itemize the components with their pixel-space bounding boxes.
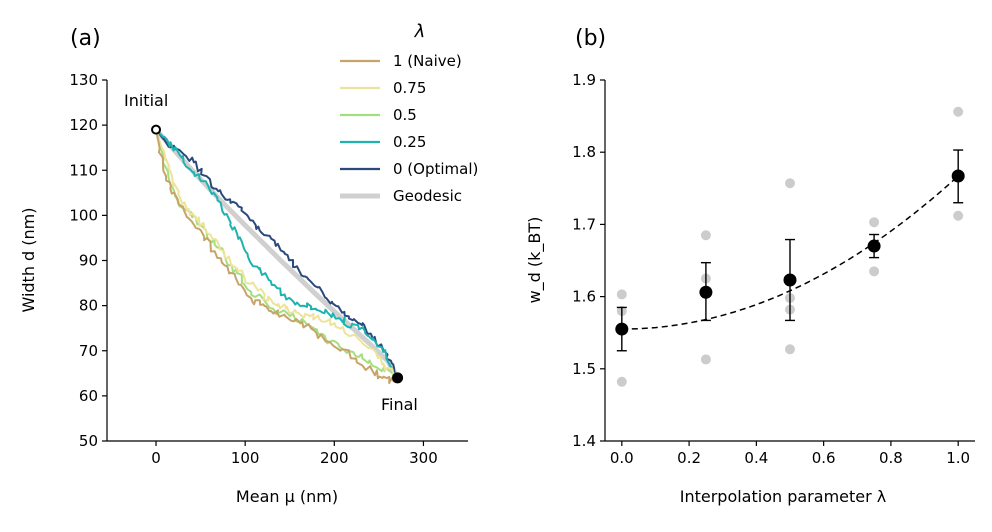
y-tick-label: 1.5 [572,360,596,378]
y-tick-label: 110 [69,161,98,179]
y-tick-label: 80 [79,297,98,315]
sample-point [616,376,627,387]
y-tick-label: 1.4 [572,432,596,450]
x-tick-label: 0.4 [744,449,768,467]
panel-a-ylabel: Width d (nm) [19,207,38,312]
y-tick-label: 130 [69,71,98,89]
y-tick-label: 1.9 [572,71,596,89]
sample-point [700,230,711,241]
mean-point [699,285,713,299]
sample-point [785,344,795,355]
x-tick-label: 0.0 [610,449,634,467]
y-tick-label: 120 [69,116,98,134]
sample-point [869,217,880,228]
series-line-0-5 [155,128,399,381]
final-point [392,372,404,384]
final-annotation: Final [381,395,418,414]
x-tick-label: 100 [231,449,260,467]
series-line-0-optimal- [155,128,399,379]
legend-label: 0.25 [393,133,426,151]
sample-point [616,289,627,300]
panel-a-chart: 0 100 200 300 50 60 70 80 90 100 110 120 130 Initial… [19,71,468,506]
series-line-geodesic [153,127,401,381]
legend: λ 1 (Naive) 0.75 0.5 0.25 0 (Optimal) Geodesi… [340,21,478,205]
y-tick-label: 1.6 [572,288,596,306]
sample-point [953,210,964,221]
series-line-0-25 [155,128,399,379]
series-line-1-naive- [155,128,399,385]
y-tick-label: 60 [79,387,98,405]
legend-label: 1 (Naive) [393,52,462,70]
legend-label: 0.75 [393,79,426,97]
sample-point [700,354,711,365]
legend-label: 0.5 [393,106,417,124]
legend-label: 0 (Optimal) [393,160,478,178]
y-tick-label: 1.7 [572,215,596,233]
y-tick-label: 1.8 [572,143,596,161]
y-tick-label: 90 [79,252,98,270]
x-tick-label: 0.8 [879,449,903,467]
panel-b-label: (b) [575,26,606,51]
y-tick-label: 50 [79,432,98,450]
x-tick-label: 0.2 [677,449,701,467]
x-tick-label: 1.0 [946,449,970,467]
legend-title: λ [414,21,426,42]
panel-b-chart: 0.0 0.2 0.4 0.6 0.8 1.0 1.4 1.5 1.6 1.7 1.8 1.9 Int… [525,71,975,506]
mean-point [867,239,881,253]
initial-point [151,124,162,135]
sample-point [785,178,795,189]
x-tick-label: 0.6 [812,449,836,467]
panel-a-label: (a) [70,26,101,51]
y-tick-label: 70 [79,342,98,360]
mean-point [951,169,965,183]
mean-point [783,273,797,287]
panel-b-xlabel: Interpolation parameter λ [680,487,887,506]
initial-annotation: Initial [124,91,168,110]
series-line-0-75 [155,128,399,379]
x-tick-label: 0 [151,449,161,467]
sample-point [869,266,880,277]
x-tick-label: 300 [409,449,438,467]
sample-point [953,106,964,117]
mean-point [615,322,629,336]
panel-b-ylabel: w_d (k_BT) [525,217,545,304]
x-tick-label: 200 [320,449,349,467]
panel-a-xlabel: Mean μ (nm) [236,487,338,506]
legend-label: Geodesic [393,187,462,205]
y-tick-label: 100 [69,206,98,224]
